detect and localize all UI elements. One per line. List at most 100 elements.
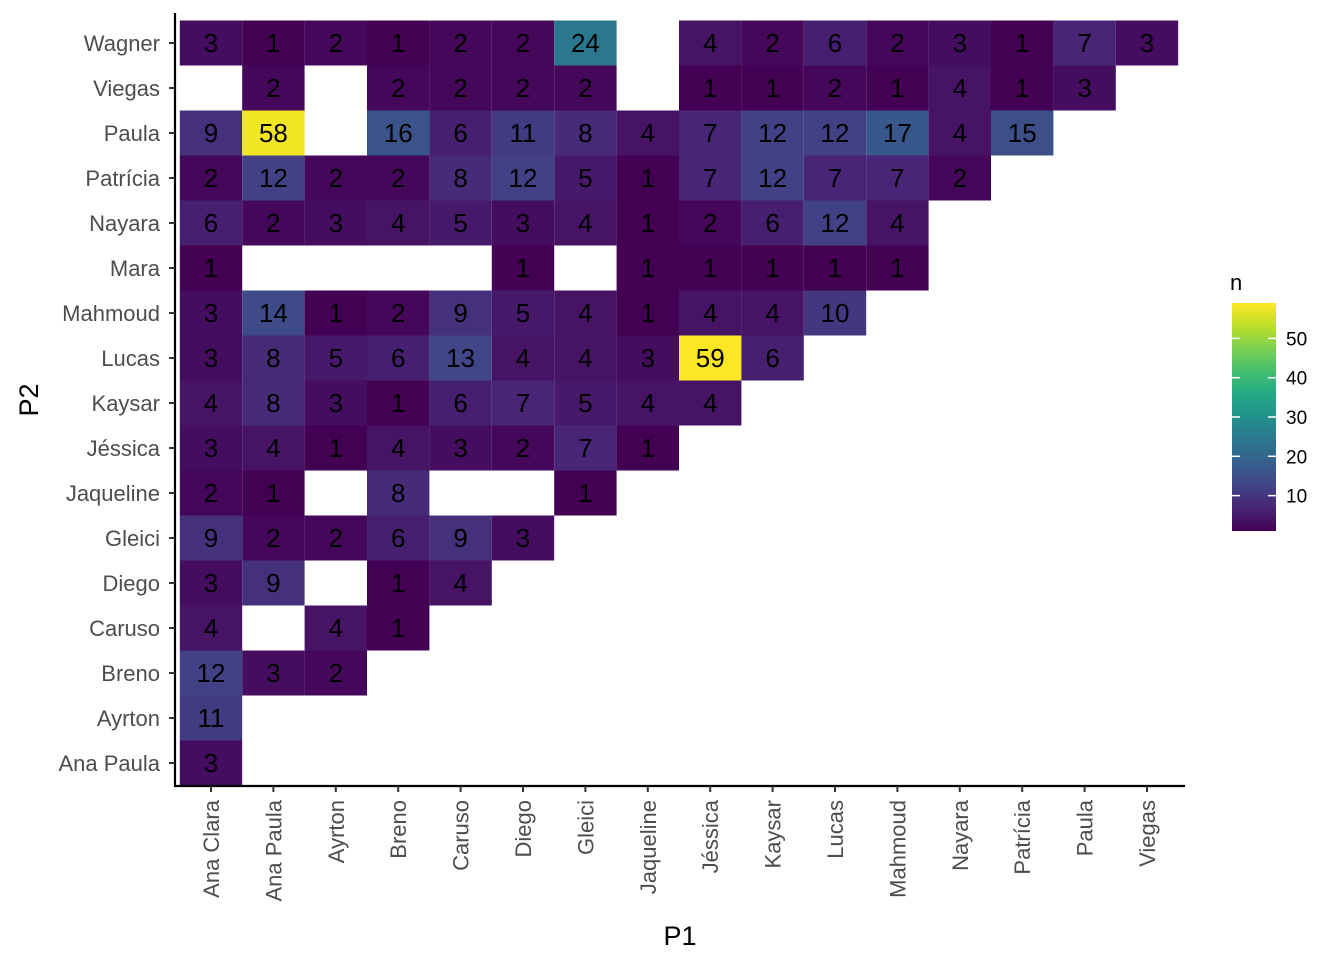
legend-tick-label: 20 [1286,447,1307,468]
cell-value-label: 8 [391,478,405,508]
y-tick-label: Gleici [105,526,160,551]
cell-value-label: 14 [259,298,288,328]
heatmap-cell [491,20,555,66]
heatmap-cell [928,155,991,201]
heatmap-cell [429,425,492,471]
heatmap-cell [554,110,617,156]
heatmap-cell [554,380,617,426]
y-tick-label: Mahmoud [62,301,160,326]
heatmap-cell [242,515,305,561]
heatmap-cell [179,200,243,246]
cell-value-label: 7 [516,388,530,418]
heatmap-cell [304,515,367,561]
x-tick-label: Ana Paula [261,799,286,901]
cell-value-label: 8 [453,163,467,193]
heatmap-cell [491,245,555,291]
cell-value-label: 4 [329,613,343,643]
heatmap-cell [242,155,305,201]
x-axis-title: P1 [663,921,696,951]
heatmap-cell [304,650,367,696]
cell-value-label: 1 [578,478,592,508]
x-tick-label: Viegas [1135,800,1160,867]
cell-value-label: 4 [204,388,218,418]
heatmap-cell [554,200,617,246]
heatmap-cell [554,425,617,471]
cell-value-label: 3 [204,748,218,778]
axes: Ana Paula Ayrton Breno Caruso Diego Gleici Jaq… [14,13,1185,951]
y-tick-label: Paula [104,121,161,146]
heatmap-cell [928,110,991,156]
heatmap-cell [491,425,555,471]
cell-value-label: 1 [391,388,405,418]
cell-value-label: 3 [204,343,218,373]
cell-value-label: 1 [329,298,343,328]
y-tick-label: Lucas [101,346,160,371]
cell-value-label: 2 [329,28,343,58]
heatmap-cell [429,20,492,66]
heatmap-cell [803,245,867,291]
heatmap-cell [616,155,679,201]
x-tick-label: Jéssica [698,799,723,873]
heatmap-cell [429,515,492,561]
cell-value-label: 1 [703,73,717,103]
heatmap-cell [242,425,305,471]
heatmap-cell [242,560,305,606]
heatmap-cell [679,155,742,201]
heatmap-cell [429,65,492,111]
heatmap-cell [429,335,492,381]
heatmap-cell [616,380,679,426]
heatmap-cell [304,155,367,201]
y-tick-label: Jéssica [87,436,161,461]
cell-value-label: 3 [516,523,530,553]
heatmap-cell [242,470,305,516]
cell-value-label: 4 [953,73,967,103]
cell-value-label: 2 [516,73,530,103]
heatmap-cell [803,20,867,66]
heatmap-cell [1115,20,1179,66]
cell-value-label: 2 [204,163,218,193]
cell-value-label: 4 [703,298,717,328]
x-tick-label: Kaysar [761,800,786,868]
heatmap-cell [803,200,867,246]
heatmap-cell-labels: 3 1 2 1 2 2 24 4 2 6 2 3 1 7 32 2 2 2 2 1 1 2 1 4 1 39 58 16 6 11 8 4 7 1… [197,28,1155,778]
x-tick-label: Jaqueline [636,800,661,894]
heatmap-cell [242,110,305,156]
legend: n 10 20 30 40 50 [1230,270,1307,531]
cell-value-label: 4 [516,343,530,373]
x-tick-label: Breno [386,800,411,859]
heatmap-cell [866,20,929,66]
cell-value-label: 2 [329,523,343,553]
cell-value-label: 2 [391,298,405,328]
heatmap-cell [367,470,430,516]
heatmap-cell [429,200,492,246]
y-tick-label: Mara [110,256,161,281]
heatmap-cell [304,380,367,426]
heatmap-cell [179,425,243,471]
cell-value-label: 24 [571,28,600,58]
heatmap-cell [179,110,243,156]
cell-value-label: 6 [765,208,779,238]
cell-value-label: 9 [204,118,218,148]
cell-value-label: 2 [516,28,530,58]
cell-value-label: 1 [204,253,218,283]
cell-value-label: 3 [953,28,967,58]
cell-value-label: 8 [578,118,592,148]
heatmap-cell [616,425,679,471]
cell-value-label: 3 [329,208,343,238]
heatmap-cell [679,245,742,291]
cell-value-label: 12 [821,118,850,148]
heatmap-cell [491,200,555,246]
heatmap-cell [367,110,430,156]
cell-value-label: 2 [453,28,467,58]
heatmap-cell [367,290,430,336]
heatmap-cell [304,425,367,471]
heatmap-cell [367,20,430,66]
heatmap-cell [679,20,742,66]
heatmap-cell [866,200,929,246]
heatmap-cell [429,560,492,606]
cell-value-label: 1 [641,433,655,463]
cell-value-label: 12 [758,118,787,148]
cell-value-label: 1 [391,28,405,58]
cell-value-label: 1 [1015,28,1029,58]
x-tick-label: Patrícia [1010,799,1035,874]
